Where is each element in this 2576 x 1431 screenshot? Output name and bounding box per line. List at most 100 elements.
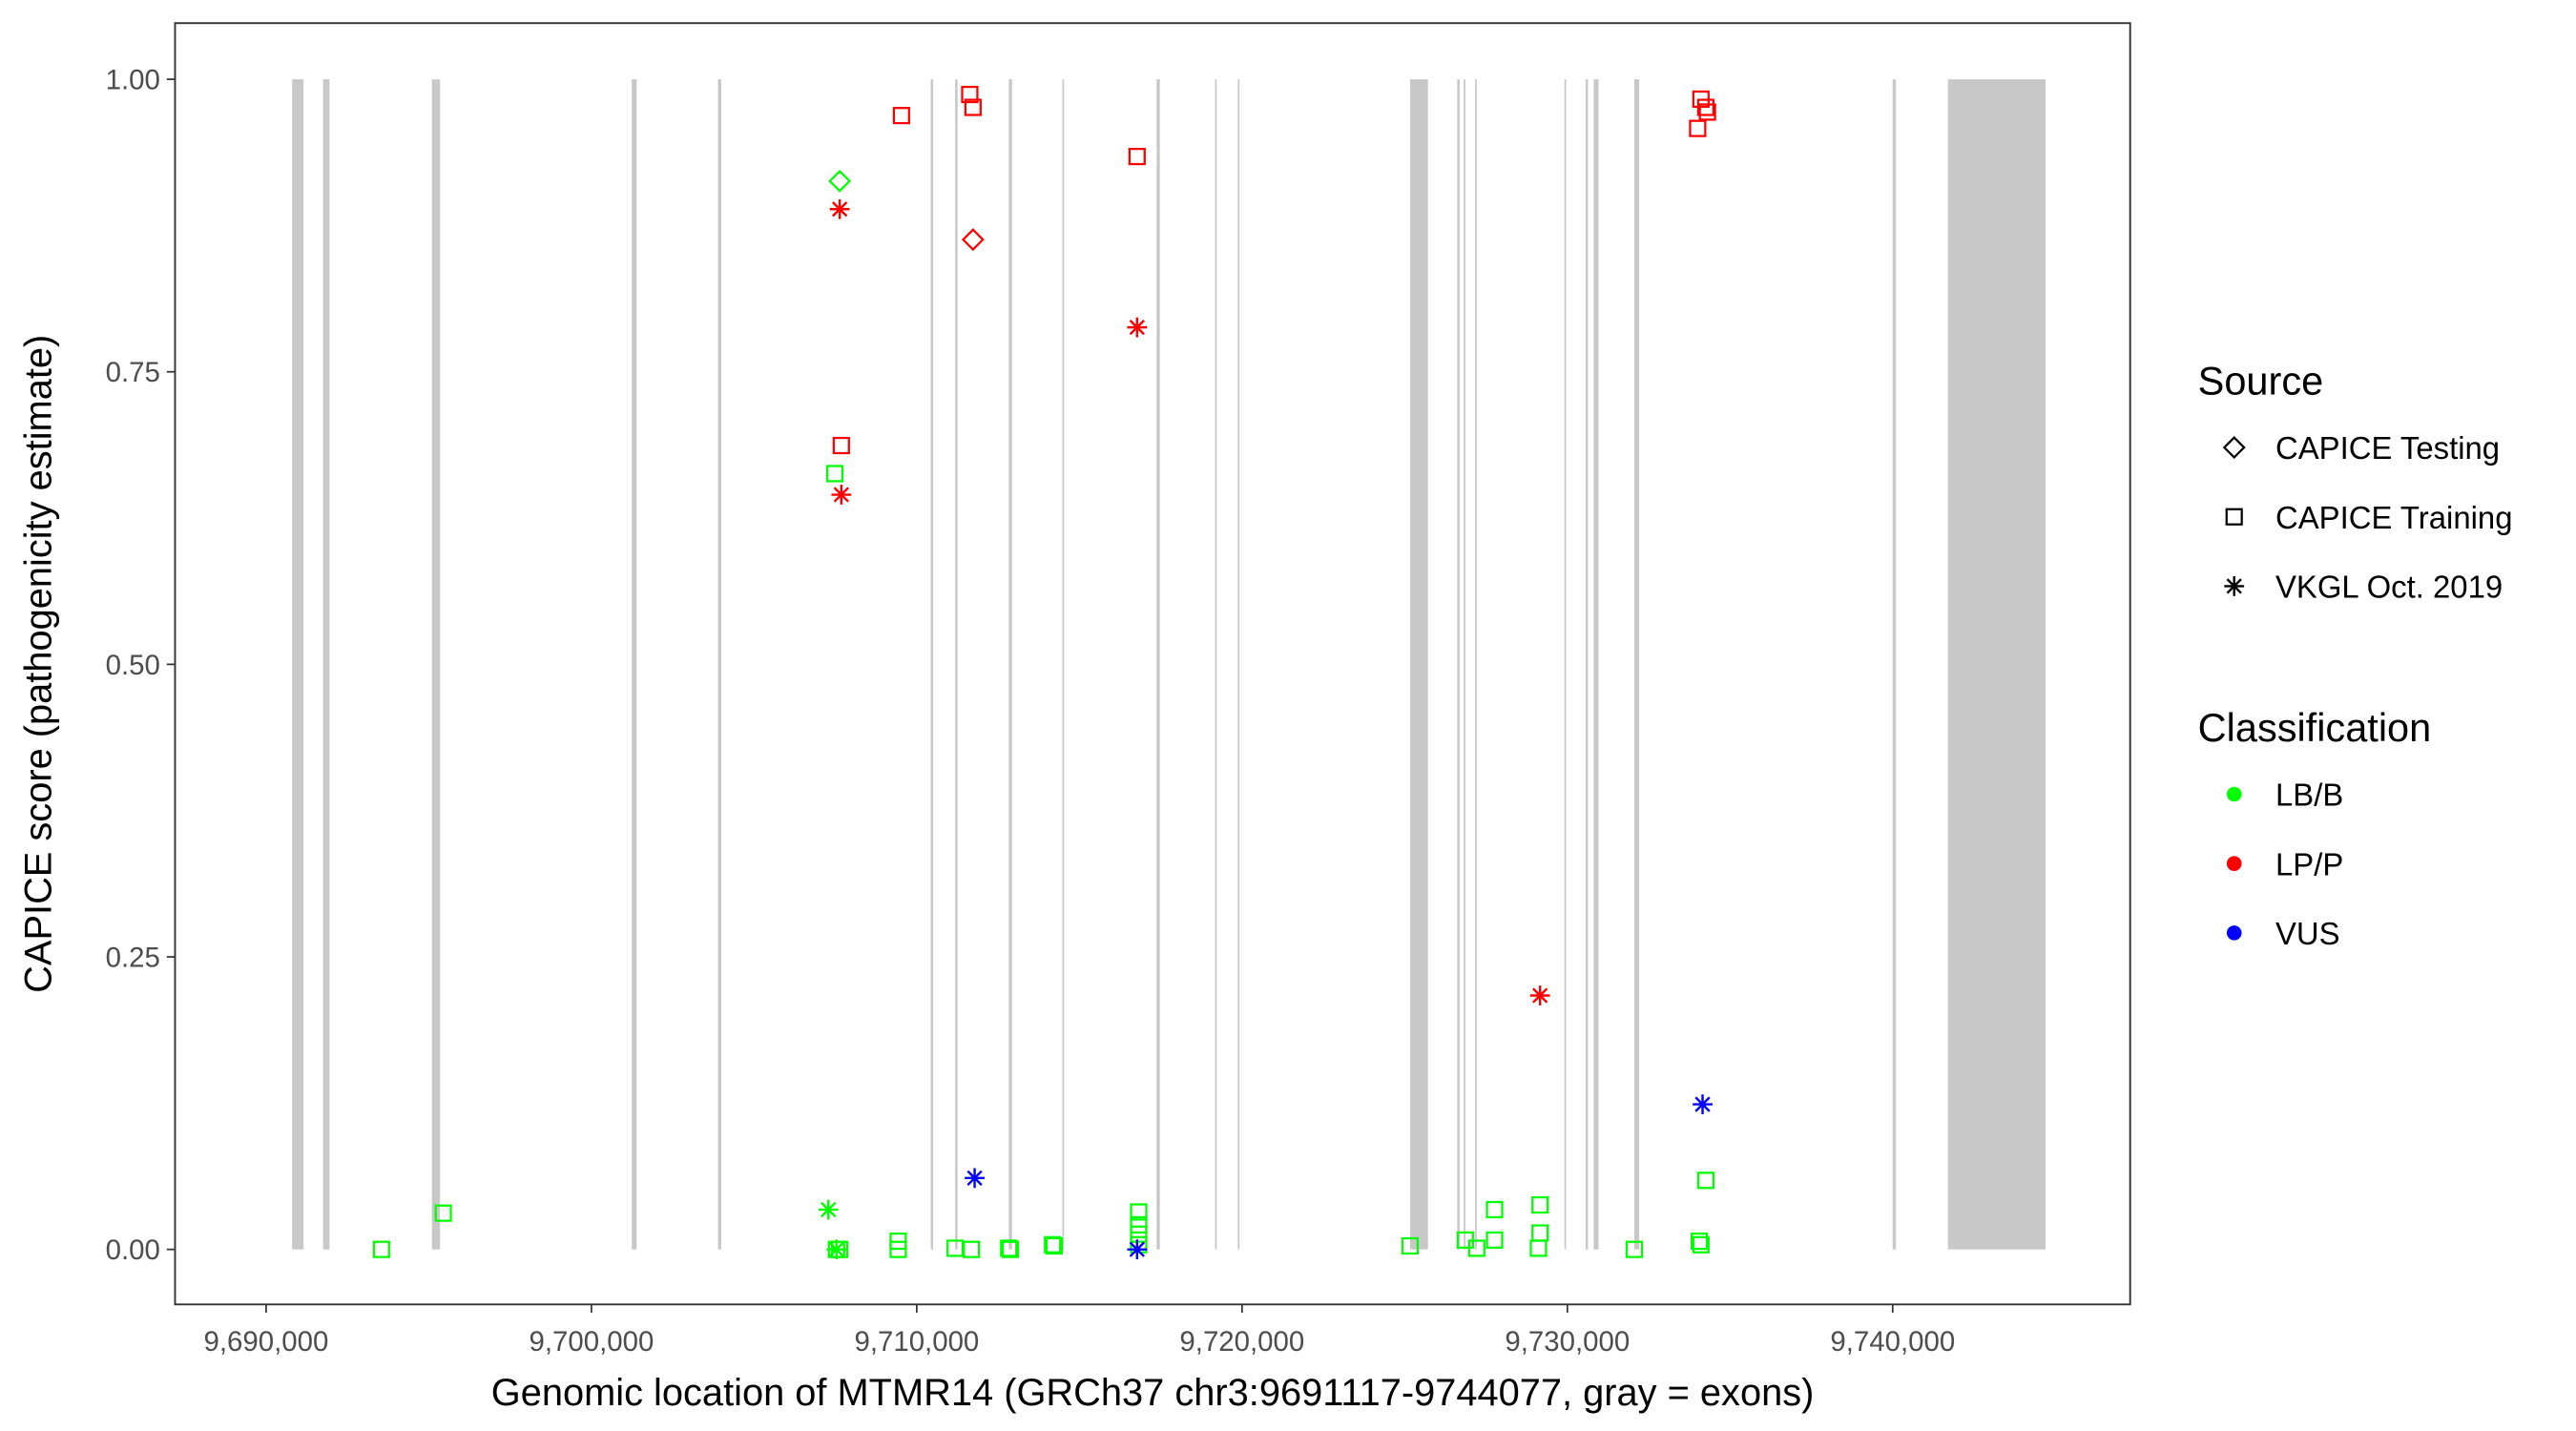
data-point	[961, 228, 985, 252]
data-point	[1485, 1231, 1504, 1249]
data-point	[1625, 1240, 1644, 1258]
exon-bar	[1215, 79, 1217, 1250]
asterisk-stroke	[1532, 987, 1548, 1004]
data-point	[1045, 1236, 1064, 1255]
legend-source-label: CAPICE Testing	[2275, 430, 2500, 466]
data-point	[1127, 1239, 1148, 1260]
exon-bar	[1237, 79, 1240, 1250]
exon-bar	[1409, 79, 1428, 1250]
y-tick-label: 0.25	[106, 942, 160, 973]
legend-key-diamond-icon	[2222, 436, 2246, 460]
asterisk-stroke	[2226, 578, 2242, 594]
data-point	[1692, 1235, 1710, 1254]
x-axis-title: Genomic location of MTMR14 (GRCh37 chr3:…	[491, 1372, 1815, 1414]
exon-bar	[292, 79, 304, 1250]
x-tick-label: 9,730,000	[1505, 1326, 1630, 1358]
exon-bar	[1947, 79, 2046, 1250]
legend-color-dot-icon	[2226, 856, 2242, 871]
data-point	[1401, 1236, 1420, 1255]
asterisk-stroke	[821, 1201, 837, 1218]
data-point	[1000, 1239, 1018, 1257]
x-tick-label: 9,700,000	[529, 1326, 654, 1358]
plot-background	[175, 23, 2130, 1305]
data-point	[1693, 1094, 1713, 1114]
legend-source-title: Source	[2198, 359, 2324, 404]
legend-color-dot-icon	[2226, 925, 2242, 941]
data-point	[434, 1204, 452, 1222]
legend: Source CAPICE Testing CAPICE Training VKGL…	[2198, 359, 2513, 951]
points-layer	[372, 85, 1716, 1260]
data-point	[1696, 1172, 1715, 1190]
data-point	[1531, 1195, 1549, 1214]
y-axis-title: CAPICE score (pathogenicity estimate)	[18, 335, 60, 993]
asterisk-stroke	[1129, 320, 1145, 336]
legend-class-label: LP/P	[2275, 846, 2343, 881]
legend-source-label: VKGL Oct. 2019	[2275, 570, 2503, 605]
data-point	[964, 98, 982, 116]
x-tick-label: 9,710,000	[854, 1326, 979, 1358]
data-point	[963, 1240, 981, 1258]
legend-classification-title: Classification	[2198, 705, 2432, 750]
data-point	[965, 1168, 985, 1189]
exon-bar	[717, 79, 721, 1250]
data-point	[825, 465, 844, 483]
legend-color-dot-icon	[2226, 786, 2242, 802]
x-axis: 9,690,000 9,700,000 9,710,000 9,720,000 9,73…	[204, 1304, 1955, 1358]
y-axis: 0.00 0.25 0.50 0.75 1.00	[106, 64, 176, 1266]
asterisk-stroke	[833, 487, 849, 503]
data-point	[372, 1240, 390, 1258]
exon-bar	[1633, 79, 1640, 1250]
data-point	[1691, 1232, 1709, 1251]
data-point	[1044, 1235, 1062, 1254]
exon-bar	[1892, 79, 1897, 1250]
data-point	[1689, 119, 1707, 137]
data-point	[828, 169, 852, 193]
data-point	[1130, 1215, 1148, 1234]
legend-class-label: LB/B	[2275, 778, 2343, 813]
data-point	[1698, 103, 1716, 121]
asterisk-stroke	[1694, 1096, 1711, 1112]
data-point	[1001, 1240, 1020, 1258]
data-point	[831, 1240, 849, 1258]
x-tick-label: 9,690,000	[204, 1326, 329, 1358]
exon-bar	[1464, 79, 1465, 1250]
exon-bar	[1062, 79, 1065, 1250]
exon-bar	[322, 79, 330, 1250]
exon-bar	[431, 79, 441, 1250]
x-tick-label: 9,740,000	[1830, 1326, 1955, 1358]
data-point	[829, 198, 850, 219]
y-tick-label: 0.75	[106, 357, 160, 388]
data-point	[946, 1239, 965, 1257]
y-tick-label: 1.00	[106, 64, 160, 95]
asterisk-stroke	[832, 201, 848, 218]
exon-bar	[1593, 79, 1599, 1250]
y-tick-label: 0.00	[106, 1234, 160, 1266]
exon-bar	[632, 79, 637, 1250]
data-point	[1467, 1239, 1485, 1257]
legend-class-label: VUS	[2275, 916, 2340, 951]
data-point	[889, 1240, 907, 1258]
exon-bar	[955, 79, 958, 1250]
data-point	[1130, 1203, 1148, 1221]
x-tick-label: 9,720,000	[1179, 1326, 1304, 1358]
y-tick-label: 0.50	[106, 650, 160, 681]
exon-bar	[1008, 79, 1012, 1250]
data-point	[1127, 317, 1148, 338]
exon-bar	[1457, 79, 1460, 1250]
data-point	[961, 85, 979, 104]
legend-key-square-icon	[2225, 508, 2243, 526]
exon-bar	[1564, 79, 1567, 1250]
data-point	[1130, 1225, 1148, 1243]
data-point	[818, 1199, 839, 1220]
asterisk-stroke	[966, 1170, 983, 1186]
asterisk-stroke	[1129, 1241, 1145, 1257]
data-point	[831, 485, 852, 505]
legend-source-label: CAPICE Training	[2275, 500, 2513, 535]
data-point	[1529, 1239, 1548, 1257]
exon-bar	[1585, 79, 1589, 1250]
data-point	[1485, 1200, 1504, 1219]
exon-bar	[1156, 79, 1160, 1250]
data-point	[892, 107, 910, 125]
data-point	[1128, 147, 1146, 166]
